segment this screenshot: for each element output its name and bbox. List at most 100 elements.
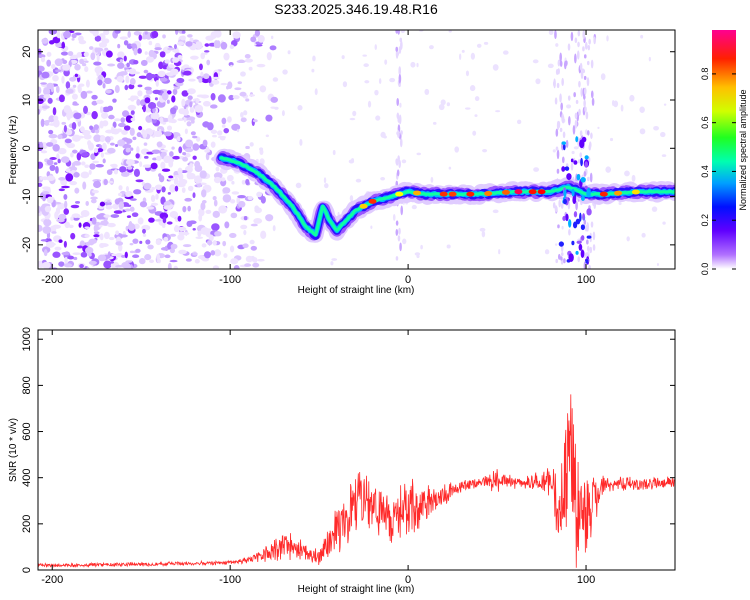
spectrogram-noise-blob — [126, 215, 132, 218]
spectrogram-peak-spot — [501, 189, 510, 195]
spectrogram-noise-blob — [166, 99, 170, 104]
spectrogram-noise-blob — [137, 84, 143, 88]
spectrogram-noise-blob — [125, 147, 131, 153]
spectrogram-noise-blob — [46, 175, 56, 182]
spectrogram-noise-blob — [243, 216, 248, 221]
spectrogram-noise-blob — [580, 147, 583, 150]
spectrogram-noise-blob — [399, 242, 402, 252]
spectrogram-broadband-blob — [584, 161, 588, 168]
spectrogram-noise-blob — [41, 71, 50, 79]
spectrogram-peak-spot — [528, 189, 537, 195]
spectrogram-noise-blob — [62, 64, 71, 71]
spectrogram-noise-blob — [118, 201, 124, 210]
spectrogram-noise-blob — [232, 31, 241, 39]
spectrogram-noise-blob — [88, 169, 92, 175]
spectrogram-noise-blob — [184, 128, 188, 135]
spectrogram-noise-blob — [557, 224, 560, 229]
spectrogram-broadband-blob — [562, 215, 566, 222]
spectrogram-noise-blob — [167, 47, 175, 51]
spectrogram-noise-blob — [110, 260, 114, 264]
spectrogram-noise-blob — [63, 208, 69, 215]
spectrogram-noise-blob — [575, 200, 578, 211]
spectrogram-noise-blob — [146, 206, 155, 210]
spectrogram-noise-blob — [222, 240, 227, 247]
spectrogram-broadband-blob — [573, 160, 578, 165]
spectrogram-noise-blob — [556, 149, 560, 160]
spectrogram-noise-blob — [163, 155, 171, 164]
spectrogram-noise-blob — [127, 166, 133, 170]
spectrogram-noise-blob — [100, 220, 109, 226]
spectrogram-noise-blob — [180, 35, 186, 41]
spectrogram-noise-blob — [133, 223, 140, 230]
spectrogram-noise-blob — [148, 217, 155, 223]
spectrogram-noise-blob — [582, 30, 586, 40]
spectrogram-noise-blob — [573, 146, 579, 150]
snr-background — [38, 330, 675, 570]
spectrogram-noise-blob — [138, 34, 142, 41]
spectrogram-y-ticks: -20 -10 0 10 20 — [21, 46, 675, 253]
spectrogram-noise-blob — [153, 130, 163, 138]
spectrogram-noise-blob — [556, 82, 560, 89]
spectrogram-noise-blob — [81, 152, 90, 157]
spectrogram-noise-blob — [126, 204, 132, 207]
spectrogram-noise-blob — [71, 33, 77, 39]
spectrogram-noise-blob — [567, 43, 571, 51]
spectrogram-noise-blob — [182, 152, 187, 156]
spectrogram-noise-blob — [250, 223, 258, 227]
spectrogram-noise-blob — [116, 75, 124, 83]
spectrogram-noise-blob — [574, 53, 577, 64]
spectrogram-noise-blob — [363, 63, 369, 68]
spectrogram-noise-blob — [559, 127, 563, 133]
spectrogram-noise-blob — [125, 260, 133, 263]
spectrogram-noise-blob — [370, 225, 373, 229]
spectrogram-noise-blob — [83, 105, 88, 115]
spectrogram-noise-blob — [138, 125, 143, 131]
spectrogram-noise-blob — [142, 233, 147, 237]
spectrogram-noise-blob — [211, 79, 220, 85]
spectrogram-noise-blob — [141, 128, 146, 135]
spectrogram-noise-blob — [168, 175, 174, 179]
spectrogram-noise-blob — [230, 212, 238, 219]
colorbar-tick-label: 0.4 — [700, 165, 710, 178]
spectrogram-noise-blob — [203, 73, 210, 80]
spectrogram-noise-blob — [395, 256, 399, 261]
spectrogram-noise-blob — [65, 173, 74, 182]
spectrogram-noise-blob — [137, 90, 143, 97]
spectrogram-noise-blob — [51, 231, 57, 234]
spectrogram-noise-blob — [108, 236, 115, 241]
spectrogram-noise-blob — [250, 36, 257, 43]
spectrogram-noise-blob — [51, 63, 56, 70]
spectrogram-noise-blob — [91, 217, 97, 225]
spectrogram-noise-blob — [104, 201, 112, 206]
spectrogram-noise-blob — [99, 233, 104, 241]
spectrogram-noise-blob — [38, 161, 44, 169]
spectrogram-noise-blob — [589, 172, 593, 183]
spectrogram-noise-blob — [81, 63, 87, 67]
spectrogram-noise-blob — [395, 30, 398, 34]
spectrogram-noise-blob — [103, 260, 112, 269]
spectrogram-noise-blob — [241, 179, 246, 185]
spectrogram-noise-blob — [568, 115, 571, 126]
spectrogram-noise-blob — [88, 238, 97, 244]
spectrogram-noise-blob — [265, 214, 274, 222]
spectrogram-noise-blob — [78, 35, 84, 43]
spectrogram-peak-spot — [439, 191, 448, 197]
snr-y-tick-label: 400 — [21, 469, 33, 487]
spectrogram-noise-blob — [367, 100, 372, 108]
spectrogram-noise-blob — [81, 161, 86, 166]
snr-y-tick-label: 600 — [21, 422, 33, 440]
spectrogram-noise-blob — [83, 58, 87, 61]
spectrogram-noise-blob — [240, 112, 244, 118]
spectrogram-noise-blob — [127, 104, 137, 111]
spectrogram-noise-blob — [142, 164, 152, 168]
spectrogram-noise-blob — [169, 210, 179, 219]
spectrogram-noise-blob — [416, 152, 422, 156]
spectrogram-noise-blob — [99, 106, 104, 114]
spectrogram-noise-blob — [46, 196, 54, 204]
spectrogram-noise-blob — [187, 88, 196, 95]
spectrogram-noise-blob — [205, 209, 212, 214]
spectrogram-noise-blob — [250, 245, 258, 251]
spectrogram-noise-blob — [330, 261, 334, 266]
spectrogram-noise-blob — [42, 225, 52, 234]
